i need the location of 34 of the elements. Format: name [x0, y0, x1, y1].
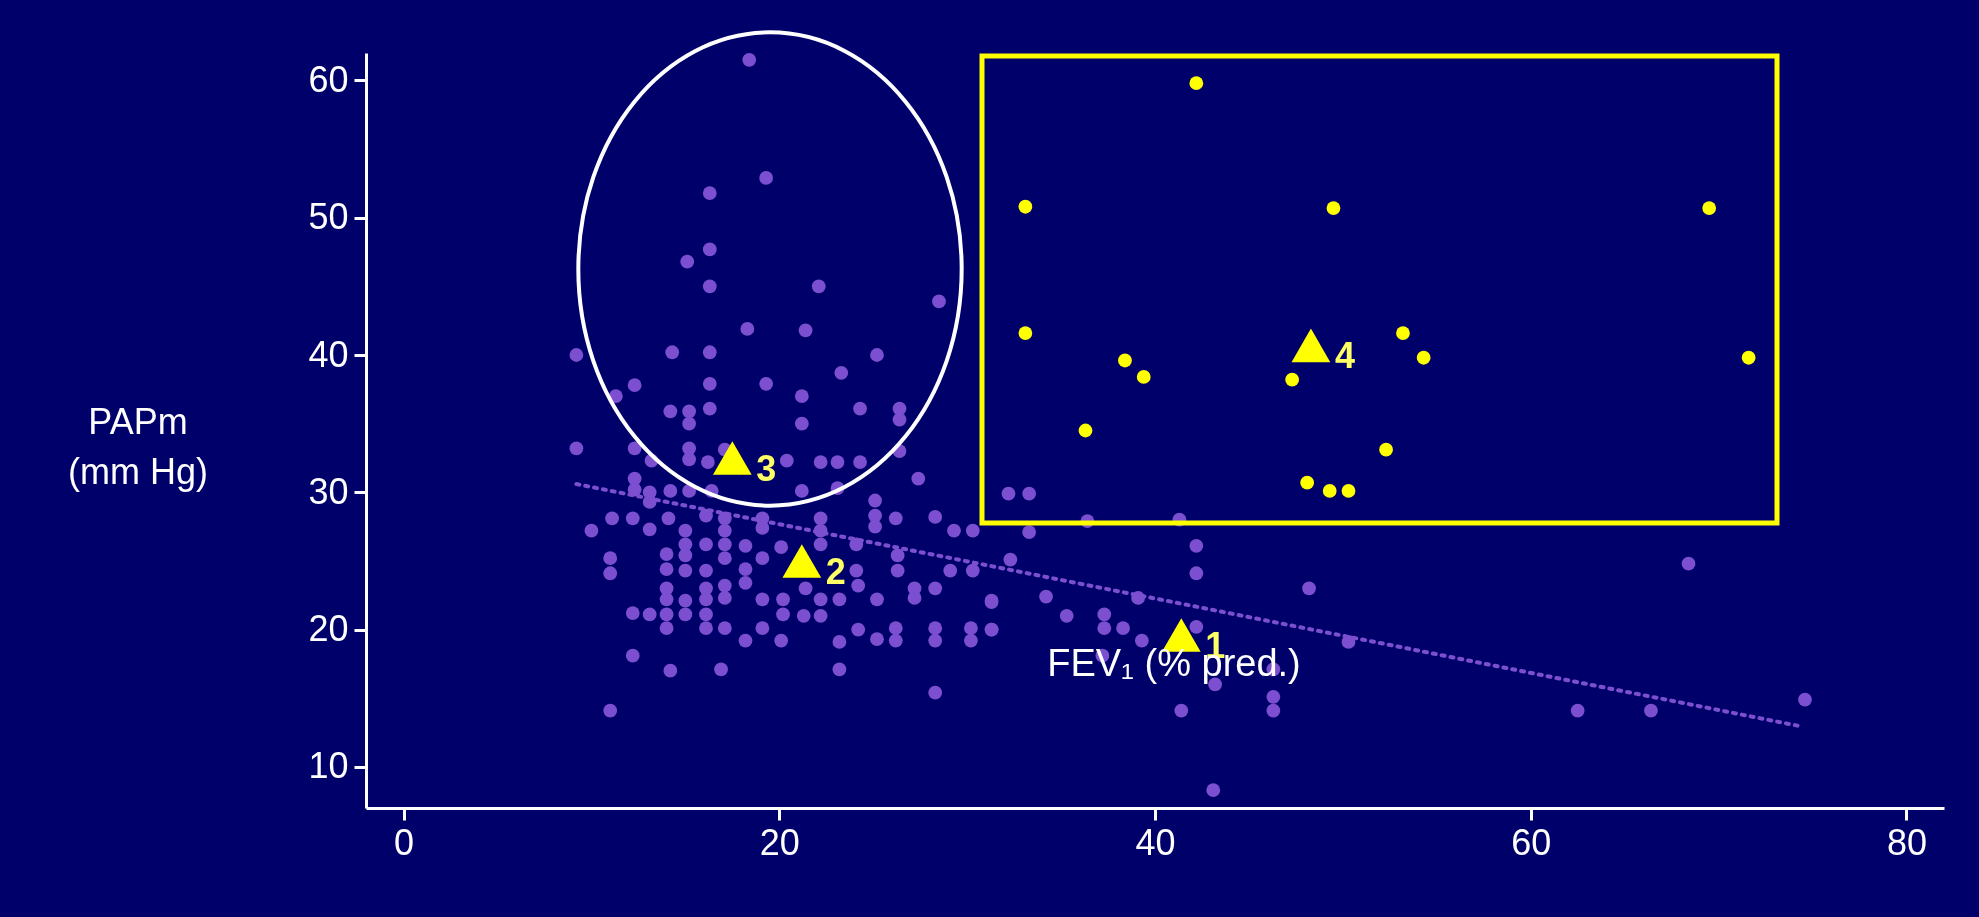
point	[1018, 199, 1033, 214]
point	[1396, 326, 1410, 340]
x-tick-label: 0	[394, 821, 415, 863]
y-tick-label: 20	[308, 608, 349, 650]
x-tick-label: 60	[1511, 821, 1552, 863]
y-tick-label: 50	[308, 196, 349, 238]
point	[1379, 442, 1393, 457]
annotation: 2	[825, 550, 846, 592]
point	[1702, 201, 1717, 215]
x-tick-label: 20	[759, 821, 800, 863]
point	[1322, 484, 1337, 498]
y-axis-title: PAPm (mm Hg)	[68, 401, 208, 492]
point	[1018, 326, 1033, 340]
point	[1189, 76, 1204, 91]
point	[1416, 350, 1431, 365]
point	[1118, 353, 1132, 368]
y-tick-label: 60	[308, 58, 349, 100]
point	[1078, 423, 1093, 438]
annotation: 3	[756, 447, 777, 489]
annotation: 4	[1334, 335, 1355, 377]
point	[1300, 475, 1315, 490]
y-tick-label: 30	[308, 470, 349, 512]
x-tick-label: 40	[1135, 821, 1176, 863]
point	[1285, 372, 1300, 387]
y-tick-label: 10	[308, 745, 349, 787]
point	[1341, 484, 1356, 498]
point	[712, 441, 752, 475]
point	[1741, 350, 1756, 365]
y-tick-label: 40	[308, 333, 349, 375]
point	[1291, 328, 1331, 363]
point	[1326, 201, 1341, 215]
x-tick-label: 80	[1886, 821, 1927, 863]
point	[1136, 370, 1151, 384]
point	[782, 544, 822, 578]
